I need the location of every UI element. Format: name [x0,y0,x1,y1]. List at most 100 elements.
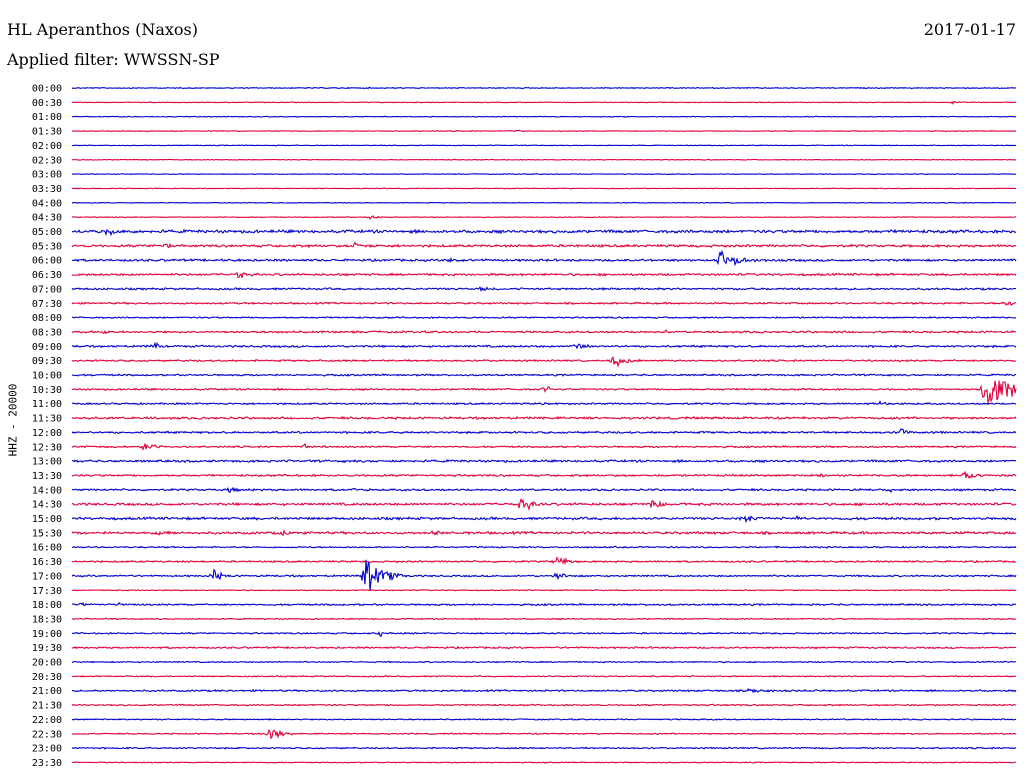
time-tick-label: 05:00 [32,227,62,238]
time-tick-label: 19:30 [32,643,62,654]
trace-row-1330 [71,470,1017,479]
time-tick-label: 11:00 [32,399,62,410]
time-tick-label: 21:30 [32,701,62,712]
time-tick-label: 04:30 [32,213,62,224]
time-tick-label: 09:30 [32,356,62,367]
trace-row-1030 [71,380,1017,405]
time-tick-label: 10:30 [32,385,62,396]
time-tick-label: 08:00 [32,313,62,324]
trace-row-2000 [71,660,1017,664]
time-tick-label: 22:00 [32,715,62,726]
trace-row-0200 [71,144,1017,147]
time-tick-label: 03:00 [32,170,62,181]
time-tick-label: 13:00 [32,457,62,468]
time-tick-label: 15:00 [32,514,62,525]
trace-row-1430 [71,497,1017,512]
filter-label: Applied filter: WWSSN-SP [7,50,220,69]
trace-row-1900 [71,630,1017,638]
time-tick-label: 17:00 [32,571,62,582]
trace-row-1730 [71,589,1017,592]
trace-row-1100 [71,400,1017,406]
time-tick-label: 18:00 [32,600,62,611]
trace-row-1300 [71,458,1017,464]
trace-row-1000 [71,373,1017,377]
time-tick-label: 23:00 [32,744,62,755]
trace-row-0000 [71,86,1017,90]
time-tick-label: 07:00 [32,284,62,295]
time-tick-label: 07:30 [32,299,62,310]
trace-row-2030 [71,674,1017,678]
station-title: HL Aperanthos (Naxos) [7,20,198,39]
time-tick-label: 05:30 [32,241,62,252]
trace-row-0500 [71,228,1017,237]
time-tick-label: 11:30 [32,414,62,425]
trace-row-0930 [71,356,1016,368]
trace-row-2300 [71,746,1017,750]
trace-row-0400 [71,201,1017,204]
trace-row-1500 [71,515,1017,524]
time-tick-label: 04:00 [32,198,62,209]
record-date: 2017-01-17 [923,20,1016,39]
time-tick-label: 08:30 [32,327,62,338]
trace-row-2230 [71,728,1017,740]
trace-row-2200 [71,717,1017,721]
trace-row-0300 [71,173,1017,176]
trace-row-0330 [71,187,1017,190]
time-tick-label: 19:00 [32,629,62,640]
trace-row-0630 [71,272,1017,279]
trace-row-1530 [71,529,1017,537]
time-tick-label: 21:00 [32,686,62,697]
time-tick-label: 00:00 [32,84,62,95]
trace-row-1830 [71,617,1017,621]
trace-row-0130 [71,129,1017,133]
time-tick-label: 18:30 [32,614,62,625]
time-tick-label: 16:30 [32,557,62,568]
trace-row-0030 [71,100,1017,105]
time-tick-label: 01:00 [32,112,62,123]
time-tick-label: 00:30 [32,98,62,109]
trace-row-1200 [71,428,1017,435]
trace-row-0230 [71,158,1017,161]
time-tick-label: 01:30 [32,127,62,138]
trace-row-0530 [71,241,1017,249]
time-tick-label: 22:30 [32,729,62,740]
time-tick-label: 10:00 [32,371,62,382]
time-tick-label: 20:30 [32,672,62,683]
trace-row-0600 [71,249,1017,267]
trace-row-1700 [71,559,1017,591]
time-tick-label: 17:30 [32,586,62,597]
time-tick-label: 02:00 [32,141,62,152]
time-tick-label: 06:00 [32,256,62,267]
time-tick-label: 20:00 [32,658,62,669]
trace-row-0730 [71,301,1017,306]
time-tick-label: 23:30 [32,758,62,769]
time-tick-label: 16:00 [32,543,62,554]
time-tick-label: 02:30 [32,155,62,166]
trace-row-0900 [71,341,1017,350]
trace-row-0800 [71,316,1017,320]
trace-row-0830 [71,329,1017,335]
time-tick-label: 14:00 [32,485,62,496]
time-tick-label: 14:30 [32,500,62,511]
time-tick-label: 15:30 [32,528,62,539]
time-tick-label: 03:30 [32,184,62,195]
trace-row-2330 [71,761,1017,764]
time-tick-label: 06:30 [32,270,62,281]
trace-row-2100 [71,687,1017,694]
trace-row-2130 [71,703,1017,707]
trace-row-1230 [71,442,1017,451]
trace-row-1600 [71,545,1017,549]
trace-row-1800 [71,601,1017,607]
trace-row-0100 [71,115,1017,118]
time-tick-label: 13:30 [32,471,62,482]
time-tick-label: 09:00 [32,342,62,353]
trace-row-1130 [71,415,1017,421]
time-tick-label: 12:30 [32,442,62,453]
trace-row-1630 [71,556,1017,566]
trace-row-1930 [71,645,1017,650]
trace-row-0700 [71,286,1017,293]
time-tick-label: 12:00 [32,428,62,439]
trace-row-0430 [71,215,1017,220]
trace-row-1400 [71,486,1017,494]
